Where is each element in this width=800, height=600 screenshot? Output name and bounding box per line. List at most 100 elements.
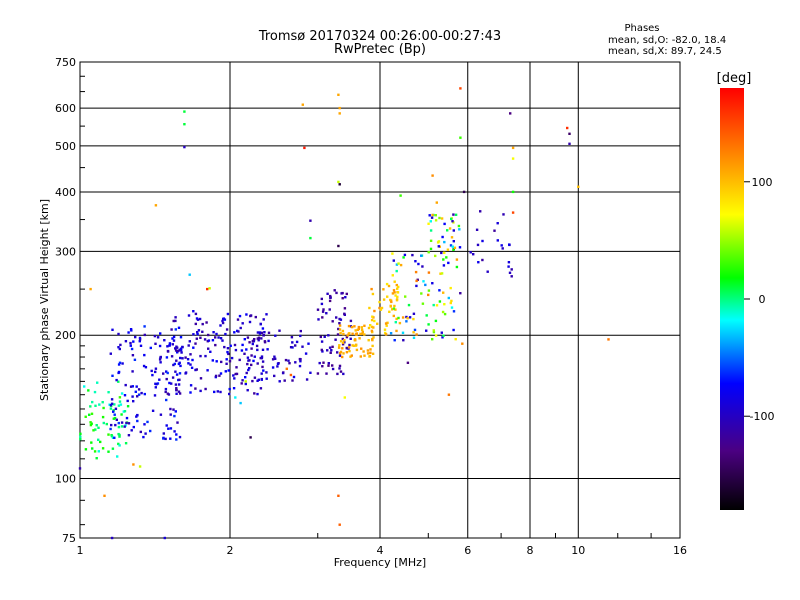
data-point [368,355,371,358]
y-tick-labels: 75 100 200 300 400 500 600 750 [55,56,76,545]
data-point [255,344,259,348]
data-point [90,441,93,444]
data-point [298,357,302,361]
data-point [401,331,405,334]
data-point [322,308,325,311]
data-point [250,347,253,350]
data-point [107,391,110,394]
data-point [114,423,117,427]
data-point [335,291,338,295]
data-point [94,428,97,431]
data-point [360,328,364,331]
data-point [192,333,195,336]
data-point [88,413,91,416]
data-point [226,347,230,350]
data-point [354,344,358,347]
data-point [481,258,484,262]
data-point [339,350,343,354]
data-point [367,339,370,342]
data-point [263,340,267,343]
data-point [171,376,175,379]
data-point [118,400,122,403]
data-point [281,371,285,375]
data-point [299,334,302,338]
data-point [154,367,158,370]
data-point [103,494,106,497]
data-point [337,327,340,331]
data-point [113,436,116,439]
data-point [132,340,135,343]
data-point [321,350,324,353]
data-point [112,409,115,412]
data-point [370,329,374,333]
data-point [118,396,122,399]
data-point [228,387,231,391]
data-point [79,432,82,435]
data-point [111,374,114,377]
data-point [217,336,220,339]
grid-lines [80,62,680,538]
data-point [372,326,375,329]
data-point [170,355,174,358]
colorbar-tick-100: 100 [752,176,773,189]
data-point [500,244,503,247]
data-point [246,356,250,359]
data-point [111,328,114,331]
data-point [206,287,209,291]
stats-heading: Phases [624,23,659,34]
data-point [502,213,505,216]
data-point [425,329,428,332]
data-point [352,344,356,347]
data-point [429,229,433,232]
data-point [443,222,446,226]
data-point [337,494,340,497]
data-point [221,321,225,325]
data-point [124,442,128,445]
data-point [154,342,157,345]
data-point [404,295,407,298]
data-point [359,332,362,336]
data-point [341,297,344,300]
data-point [354,329,357,332]
data-point [195,368,198,371]
data-point [126,399,129,403]
data-point [234,372,237,376]
data-point [394,308,397,311]
data-point [131,385,134,388]
data-point [271,358,275,361]
data-point [260,337,263,340]
data-point [339,331,342,335]
data-point [338,106,341,110]
data-point [241,322,244,325]
data-point [194,387,197,390]
data-point [253,392,256,395]
colorbar-tick-0: 0 [759,293,766,306]
data-point [92,429,95,432]
data-point [345,351,349,354]
data-point [373,309,376,313]
data-point [257,378,260,381]
data-point [175,387,178,390]
data-point [397,285,400,289]
data-point [238,314,242,318]
data-point [261,365,264,369]
data-point [169,437,172,440]
data-point [391,252,394,255]
data-point [138,465,142,468]
data-point [294,361,297,364]
data-point [222,317,225,320]
data-point [151,373,154,377]
data-point [184,371,188,374]
data-point [342,352,345,355]
data-point [235,372,239,376]
data-point [333,289,336,292]
data-point [387,284,391,288]
data-point [187,362,190,365]
data-point [338,328,342,331]
data-point [219,372,223,375]
data-point [291,341,294,344]
data-point [432,329,435,332]
data-point [386,321,389,324]
data-point [136,395,139,398]
data-point [244,376,247,379]
